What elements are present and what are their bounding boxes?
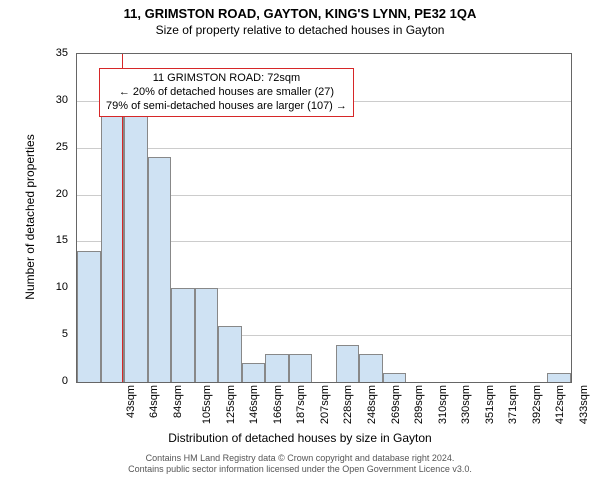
y-tick-label: 35 [20,47,68,59]
figure-footer: Contains HM Land Registry data © Crown c… [0,453,600,475]
histogram-bar [242,363,266,382]
x-tick-label: 125sqm [225,385,237,424]
annotation-box: 11 GRIMSTON ROAD: 72sqm← 20% of detached… [99,68,354,117]
x-tick-label: 228sqm [343,385,355,424]
histogram-bar [359,354,383,382]
histogram-bar [195,288,219,382]
histogram-bar [171,288,195,382]
annotation-line: ← 20% of detached houses are smaller (27… [106,86,347,100]
y-axis-label: Number of detached properties [23,134,37,299]
x-tick-label: 105sqm [201,385,213,424]
histogram-bar [289,354,313,382]
figure-subtitle: Size of property relative to detached ho… [0,23,600,37]
y-tick-label: 20 [20,188,68,200]
footer-line-2: Contains public sector information licen… [0,464,600,475]
histogram-bar [547,373,571,382]
histogram-bar [218,326,242,382]
x-tick-label: 64sqm [148,385,160,418]
histogram-bar [101,110,125,382]
x-tick-label: 166sqm [272,385,284,424]
x-tick-label: 351sqm [484,385,496,424]
x-tick-label: 412sqm [554,385,566,424]
y-tick-label: 10 [20,281,68,293]
y-tick-label: 0 [20,375,68,387]
x-tick-label: 392sqm [531,385,543,424]
histogram-bar [265,354,289,382]
y-tick-label: 30 [20,94,68,106]
x-tick-label: 433sqm [578,385,590,424]
x-tick-label: 43sqm [125,385,137,418]
x-tick-label: 84sqm [172,385,184,418]
y-tick-label: 25 [20,141,68,153]
x-tick-label: 269sqm [390,385,402,424]
figure-title: 11, GRIMSTON ROAD, GAYTON, KING'S LYNN, … [0,6,600,21]
x-tick-label: 371sqm [507,385,519,424]
gridline [77,148,571,149]
x-axis-label: Distribution of detached houses by size … [20,431,580,445]
histogram-bar [77,251,101,382]
x-tick-label: 146sqm [249,385,261,424]
x-tick-label: 310sqm [437,385,449,424]
histogram-bar [148,157,172,382]
annotation-line: 11 GRIMSTON ROAD: 72sqm [106,72,347,86]
x-tick-label: 207sqm [319,385,331,424]
figure: 11, GRIMSTON ROAD, GAYTON, KING'S LYNN, … [0,6,600,500]
plot-area: 11 GRIMSTON ROAD: 72sqm← 20% of detached… [76,53,572,383]
x-tick-label: 187sqm [296,385,308,424]
x-tick-label: 248sqm [366,385,378,424]
y-tick-label: 15 [20,234,68,246]
footer-line-1: Contains HM Land Registry data © Crown c… [0,453,600,464]
chart-area: Number of detached properties 11 GRIMSTO… [20,45,580,449]
x-tick-label: 330sqm [460,385,472,424]
annotation-line: 79% of semi-detached houses are larger (… [106,100,347,114]
histogram-bar [383,373,407,382]
y-tick-label: 5 [20,328,68,340]
x-tick-label: 289sqm [413,385,425,424]
histogram-bar [336,345,360,382]
histogram-bar [124,101,148,382]
